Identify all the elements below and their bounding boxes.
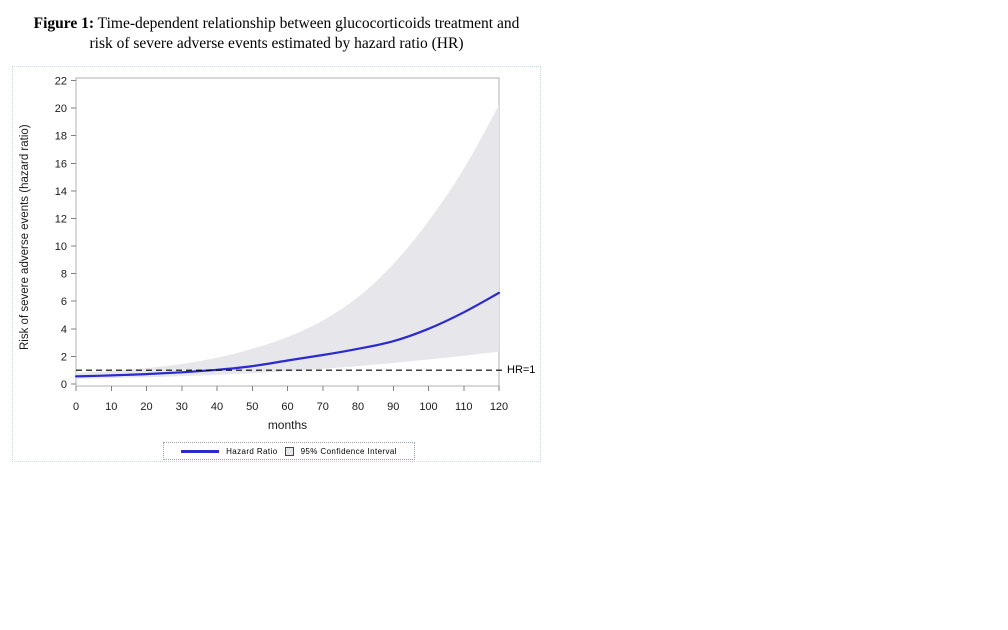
y-tick-label: 0 (61, 379, 67, 391)
figure-label: Figure 1: (33, 15, 95, 32)
hazard-ratio-line (74, 291, 501, 378)
figure-title-line1: Time-dependent relationship between gluc… (97, 15, 520, 32)
confidence-interval-swatch (284, 446, 294, 456)
chart-region: 0 10 20 30 40 50 60 70 80 90 100 110 120 0 2 4 6 8 10 12 14 1… (12, 66, 541, 462)
y-tick-label: 4 (61, 324, 67, 336)
y-tick-label: 16 (55, 158, 67, 170)
x-tick-label: 30 (176, 401, 188, 413)
x-tick-label: 70 (317, 401, 329, 413)
y-tick-label: 6 (61, 296, 67, 308)
x-tick-label: 40 (211, 401, 223, 413)
y-tick-label: 10 (55, 241, 67, 253)
x-axis-title: months (267, 418, 308, 432)
y-tick-label: 22 (55, 76, 67, 88)
figure-title: Figure 1: Time-dependent relationship be… (12, 14, 541, 54)
hazard-ratio-line-swatch (181, 449, 220, 453)
figure-title-line2: risk of severe adverse events estimated … (89, 35, 464, 52)
x-tick-label: 110 (455, 401, 473, 413)
y-tick-label: 12 (55, 214, 67, 226)
x-tick-label: 120 (490, 401, 508, 413)
hr-reference-label: HR=1 (507, 364, 536, 376)
y-tick-label: 14 (55, 186, 67, 198)
x-tick-label: 20 (140, 401, 152, 413)
plot-svg: 0 10 20 30 40 50 60 70 80 90 100 110 120 0 2 4 6 8 10 12 14 1… (55, 76, 508, 414)
legend-ci-label: 95% Confidence Interval (300, 446, 397, 456)
y-tick-label: 18 (55, 131, 67, 143)
confidence-band (76, 105, 499, 379)
x-tick-label: 100 (419, 401, 437, 413)
legend-hazard-ratio-label: Hazard Ratio (226, 446, 278, 456)
x-tick-label: 50 (246, 401, 258, 413)
x-tick-label: 60 (281, 401, 293, 413)
x-tick-label: 90 (387, 401, 399, 413)
y-tick-label: 2 (61, 351, 67, 363)
x-tick-label: 80 (352, 401, 364, 413)
legend: Hazard Ratio 95% Confidence Interval (163, 442, 415, 460)
y-tick-label: 8 (61, 269, 67, 281)
y-axis-title: Risk of severe adverse events (hazard ra… (19, 124, 31, 350)
x-tick-label: 0 (73, 401, 79, 413)
y-tick-label: 20 (55, 103, 67, 115)
x-tick-label: 10 (105, 401, 117, 413)
